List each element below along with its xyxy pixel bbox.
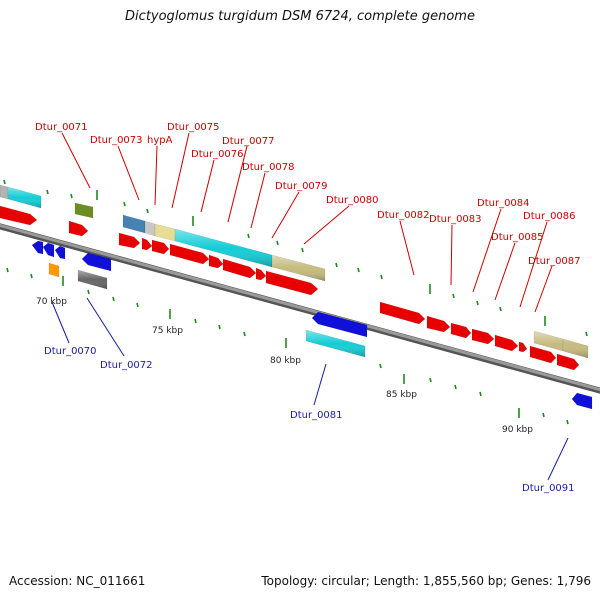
gene-red-f	[556, 353, 580, 371]
gene-blue-1	[31, 240, 44, 255]
gene-blue-0081	[311, 311, 368, 338]
label-dtur-0072: Dtur_0072	[100, 360, 153, 371]
scale-ticks	[6, 267, 569, 425]
scale-label-70: 70 kbp	[36, 297, 67, 307]
callout-lines-top	[61, 132, 553, 313]
label-dtur-0079: Dtur_0079	[275, 181, 328, 192]
accession-text: Accession: NC_011661	[9, 574, 146, 588]
label-dtur-0085: Dtur_0085	[491, 232, 544, 243]
gene-shading	[8, 187, 588, 358]
gene-grey-left	[0, 184, 9, 200]
genome-summary-text: Topology: circular; Length: 1,855,560 bp…	[261, 574, 591, 588]
gene-khaki-small	[154, 223, 176, 242]
scale-label-90: 90 kbp	[502, 425, 533, 435]
label-dtur-0086: Dtur_0086	[523, 211, 576, 222]
gene-blue-3	[54, 245, 66, 260]
label-dtur-0078: Dtur_0078	[242, 162, 295, 173]
label-dtur-0076: Dtur_0076	[191, 149, 244, 160]
gene-red-7	[255, 267, 267, 281]
label-dtur-0075: Dtur_0075	[167, 122, 220, 133]
label-dtur-0080: Dtur_0080	[326, 195, 379, 206]
gene-red-b	[471, 328, 495, 345]
label-hypa: hypA	[147, 135, 173, 146]
label-dtur-0081: Dtur_0081	[290, 410, 343, 421]
gene-red-e	[529, 345, 557, 364]
label-dtur-0073: Dtur_0073	[90, 135, 143, 146]
gene-red-0083	[426, 315, 451, 333]
gene-red-left	[0, 205, 38, 226]
label-dtur-0070: Dtur_0070	[44, 346, 97, 357]
label-dtur-0071: Dtur_0071	[35, 122, 88, 133]
label-dtur-0082: Dtur_0082	[377, 210, 430, 221]
scale-label-75: 75 kbp	[152, 326, 183, 336]
label-dtur-0087: Dtur_0087	[528, 256, 581, 267]
label-dtur-0084: Dtur_0084	[477, 198, 530, 209]
gene-red-2	[141, 237, 153, 251]
gene-red-d	[518, 341, 528, 353]
gene-red-5	[208, 254, 224, 269]
scale-label-80: 80 kbp	[270, 356, 301, 366]
gene-blue-2	[42, 242, 55, 258]
genome-backbone-highlight	[0, 223, 600, 392]
gene-red-1	[118, 232, 141, 249]
gene-red-a	[450, 322, 472, 339]
gene-red-0082	[379, 301, 426, 325]
gene-steel	[122, 214, 146, 234]
gene-blue-4	[81, 252, 112, 272]
gene-blue-0091	[571, 392, 593, 410]
gene-red-3	[151, 239, 170, 255]
label-dtur-0077: Dtur_0077	[222, 136, 275, 147]
gene-red-c	[494, 334, 519, 352]
label-dtur-0091: Dtur_0091	[522, 483, 575, 494]
gene-orange	[48, 262, 60, 278]
callout-lines-bottom	[51, 297, 569, 481]
gene-red-6	[222, 258, 257, 279]
gene-light-grey	[144, 220, 156, 237]
gene-red-4	[169, 243, 210, 265]
scale-label-85: 85 kbp	[386, 390, 417, 400]
gene-olive	[74, 202, 94, 219]
gene-red-8	[265, 270, 319, 296]
map-title: Dictyoglomus turgidum DSM 6724, complete…	[125, 9, 475, 24]
label-dtur-0083: Dtur_0083	[429, 214, 482, 225]
outer-ticks	[3, 179, 588, 337]
gene-red-0071	[68, 220, 89, 237]
